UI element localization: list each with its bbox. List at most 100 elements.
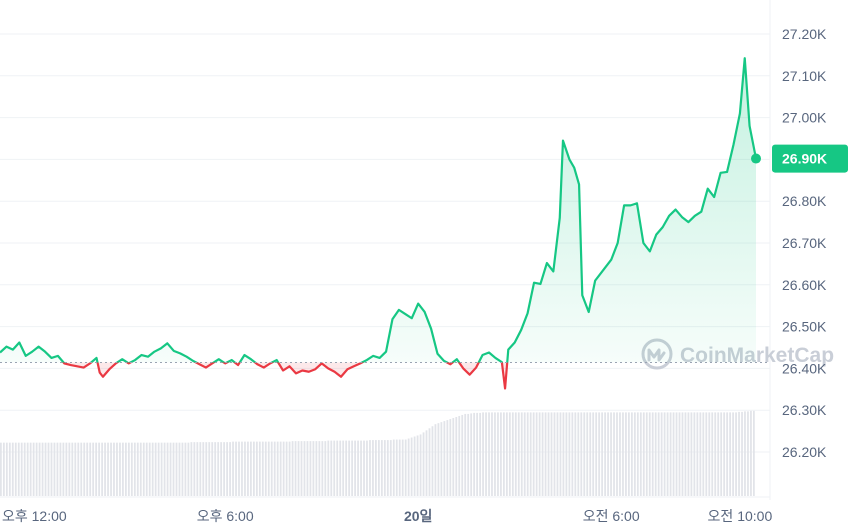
volume-bar — [666, 412, 669, 496]
volume-bar — [467, 413, 470, 496]
volume-bar — [622, 412, 624, 496]
volume-bar — [520, 412, 523, 496]
volume-bar — [407, 438, 410, 496]
volume-bar — [366, 440, 368, 496]
volume-bar — [610, 412, 612, 496]
volume-bar — [440, 422, 443, 496]
volume-bar — [273, 441, 276, 496]
volume-bar — [53, 442, 56, 496]
volume-bar — [708, 412, 711, 496]
volume-bar — [574, 412, 577, 496]
volume-bar — [214, 442, 217, 496]
volume-bar — [71, 442, 74, 496]
volume-bar — [642, 412, 645, 496]
volume-bar — [148, 442, 151, 496]
volume-bar — [714, 412, 717, 496]
volume-bar — [300, 441, 303, 496]
volume-bar — [142, 442, 145, 496]
volume-bar — [675, 412, 678, 496]
volume-bar — [568, 412, 571, 496]
volume-bar — [449, 419, 452, 496]
volume-bar — [375, 440, 377, 496]
y-axis: 27.20K 27.10K 27.00K 26.90K 26.80K 26.70K 26.6… — [782, 26, 827, 460]
volume-bar — [119, 442, 121, 496]
volume-bar — [113, 442, 115, 496]
volume-bar — [154, 442, 157, 496]
volume-bar — [678, 412, 681, 496]
volume-bar — [345, 440, 348, 496]
volume-bar — [264, 441, 267, 496]
volume-bar — [753, 410, 755, 496]
volume-bar — [208, 442, 211, 496]
volume-bar — [270, 441, 273, 496]
volume-bar — [285, 441, 288, 496]
volume-bar — [497, 412, 499, 496]
volume-bar — [104, 442, 106, 496]
volume-bar — [696, 412, 699, 496]
volume-bar — [726, 412, 729, 496]
volume-bar — [598, 412, 601, 496]
volume-bar — [702, 412, 705, 496]
volume-bar — [562, 412, 565, 496]
volume-bar — [416, 435, 419, 496]
volume-bar — [157, 442, 160, 496]
volume-bar — [517, 412, 520, 496]
volume-bar — [535, 412, 538, 496]
current-price-label: 26.90K — [782, 151, 827, 167]
volume-bar — [56, 442, 59, 496]
volume-bar — [62, 442, 65, 496]
volume-bar — [220, 442, 223, 496]
volume-bar — [211, 442, 214, 496]
volume-bar — [294, 441, 297, 496]
volume-bar — [342, 440, 345, 496]
volume-bar — [354, 440, 356, 496]
volume-bar — [98, 442, 100, 496]
volume-bar — [258, 441, 261, 496]
volume-bar — [413, 436, 416, 496]
volume-bar — [160, 442, 163, 496]
volume-bar — [330, 440, 333, 496]
volume-bar — [223, 442, 226, 496]
volume-bar — [720, 412, 723, 496]
volume-bar — [717, 412, 720, 496]
volume-bar — [404, 439, 407, 496]
volume-bar — [378, 440, 380, 496]
volume-bar — [252, 441, 255, 496]
volume-bar — [348, 440, 351, 496]
volume-bar — [29, 442, 32, 496]
volume-bar — [452, 418, 455, 496]
volume-bar — [172, 442, 175, 496]
volume-bar — [44, 442, 47, 496]
volume-bar — [633, 412, 636, 496]
volume-bar — [592, 412, 595, 496]
volume-bar — [550, 412, 553, 496]
volume-bar — [282, 441, 285, 496]
volume-bar — [571, 412, 574, 496]
volume-bar — [595, 412, 598, 496]
volume-bar — [74, 442, 77, 496]
volume-bar — [729, 412, 731, 496]
volume-bar — [705, 412, 708, 496]
volume-bar — [723, 412, 726, 496]
volume-bar — [699, 412, 702, 496]
volume-bar — [101, 442, 103, 496]
volume-bars — [0, 410, 755, 496]
volume-bar — [65, 442, 68, 496]
volume-bar — [333, 440, 336, 496]
volume-bar — [226, 442, 228, 496]
x-tick-label: 오전 10:00 — [708, 508, 773, 524]
volume-bar — [616, 412, 618, 496]
volume-bar — [738, 411, 740, 496]
volume-bar — [556, 412, 559, 496]
volume-bar — [110, 442, 112, 496]
volume-bar — [193, 442, 196, 496]
volume-bar — [485, 412, 487, 496]
volume-bar — [383, 440, 386, 496]
volume-bar — [20, 442, 23, 496]
volume-bar — [327, 440, 330, 496]
volume-bar — [145, 442, 148, 496]
volume-bar — [470, 413, 473, 496]
y-tick-label: 26.70K — [782, 235, 827, 251]
volume-bar — [744, 411, 746, 496]
volume-bar — [116, 442, 118, 496]
